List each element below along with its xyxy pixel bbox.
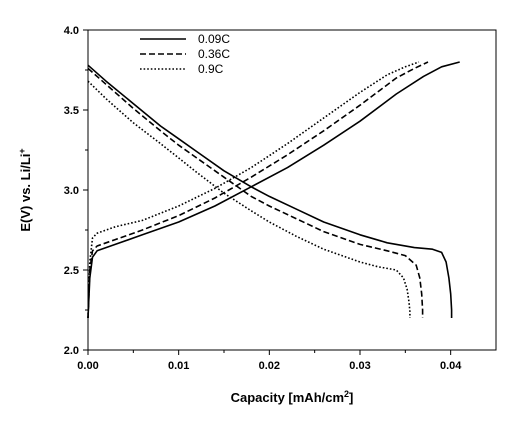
y-tick-label: 3.5 — [64, 105, 79, 117]
ticks-layer: 0.00 0.01 0.02 0.03 0.04 2.0 2.5 3.0 3.5 4.0 — [64, 25, 463, 372]
x-tick-label: 0.02 — [259, 360, 280, 372]
y-tick-label: 3.0 — [64, 185, 79, 197]
x-tick-label: 0.04 — [440, 360, 462, 372]
legend-label: 0.9C — [198, 62, 224, 76]
series-line-dotted-charge — [87, 61, 420, 319]
series-line-solid-charge — [87, 61, 460, 319]
y-tick-label: 2.5 — [64, 265, 79, 277]
y-tick-label: 4.0 — [64, 25, 79, 37]
series-line-dashed-discharge — [87, 67, 424, 318]
x-tick-label: 0.00 — [77, 360, 98, 372]
series-line-dotted-discharge — [87, 80, 411, 318]
legend-label: 0.36C — [198, 47, 230, 61]
legend-label: 0.09C — [198, 32, 230, 46]
axes-layer — [87, 29, 497, 351]
y-axis-title: E(V) vs. Li/Li+ — [17, 148, 33, 231]
series-layer — [87, 61, 460, 319]
y-tick-label: 2.0 — [64, 345, 79, 357]
x-axis-title: Capacity [mAh/cm2] — [231, 389, 354, 405]
x-tick-label: 0.01 — [168, 360, 189, 372]
series-line-dashed-charge — [87, 61, 429, 319]
series-line-solid-discharge — [87, 64, 453, 318]
x-tick-label: 0.03 — [349, 360, 370, 372]
plot-frame — [87, 29, 497, 351]
